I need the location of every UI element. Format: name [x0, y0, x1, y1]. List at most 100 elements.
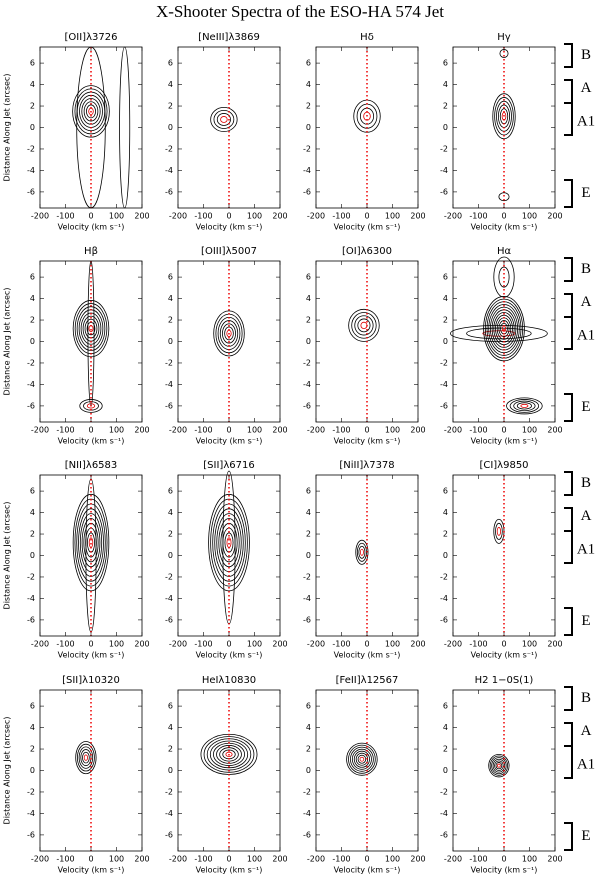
x-axis-label: Velocity (km s⁻¹)	[334, 651, 401, 660]
contour	[493, 312, 515, 346]
region-label: A	[581, 508, 592, 524]
x-tick-label: -100	[332, 426, 350, 435]
x-axis-label: Velocity (km s⁻¹)	[196, 223, 263, 232]
contour	[83, 101, 99, 122]
panel-title: [OI]λ6300	[342, 246, 392, 257]
y-tick-label: -4	[303, 380, 311, 389]
contour	[86, 104, 96, 119]
x-tick-label: -100	[56, 855, 74, 864]
contour	[496, 526, 501, 536]
x-tick-label: 0	[226, 426, 231, 435]
y-tick-label: 4	[168, 294, 173, 303]
x-tick-label: -200	[444, 212, 462, 221]
y-tick-label: -6	[440, 830, 448, 839]
contour	[218, 518, 240, 568]
contour	[359, 548, 364, 556]
x-tick-label: -100	[56, 426, 74, 435]
y-tick-label: 6	[306, 273, 311, 282]
region-bracket	[564, 102, 573, 136]
x-tick-label: 0	[226, 640, 231, 649]
x-tick-label: 100	[522, 212, 537, 221]
y-tick-label: 4	[306, 508, 311, 517]
y-tick-label: 0	[168, 551, 173, 560]
y-tick-label: 0	[30, 766, 35, 775]
panel-title: [OIII]λ5007	[201, 246, 257, 257]
panel-title: [NeIII]λ3869	[198, 32, 260, 43]
x-tick-label: 0	[364, 426, 369, 435]
x-tick-label: -200	[307, 855, 325, 864]
contour	[359, 756, 365, 762]
y-tick-label: -4	[27, 809, 35, 818]
x-tick-label: 100	[247, 855, 262, 864]
contour	[489, 755, 509, 776]
x-tick-label: -100	[332, 640, 350, 649]
contour	[353, 750, 370, 768]
x-axis-label: Velocity (km s⁻¹)	[471, 223, 538, 232]
y-tick-label: 2	[30, 316, 35, 325]
y-tick-label: 6	[168, 702, 173, 711]
y-tick-label: -2	[440, 787, 448, 796]
x-tick-label: 100	[247, 212, 262, 221]
y-tick-label: -4	[27, 594, 35, 603]
contour	[351, 312, 377, 339]
region-label: B	[581, 475, 591, 491]
y-tick-label: 6	[443, 702, 448, 711]
region-label: B	[581, 690, 591, 706]
y-tick-label: 0	[30, 551, 35, 560]
contour-group	[346, 742, 378, 776]
y-tick-label: 2	[30, 102, 35, 111]
contour	[346, 742, 378, 776]
contour	[348, 744, 376, 774]
y-tick-label: 2	[443, 102, 448, 111]
y-tick-label: -6	[303, 401, 311, 410]
contour	[488, 753, 510, 778]
x-tick-label: -100	[194, 855, 212, 864]
contour	[498, 266, 510, 288]
panel-title: [SII]λ10320	[62, 675, 120, 686]
x-axis-label: Velocity (km s⁻¹)	[334, 866, 401, 875]
x-tick-label: 200	[547, 212, 562, 221]
region-label: A1	[577, 756, 595, 772]
region-label: B	[581, 261, 591, 277]
y-tick-label: -6	[440, 401, 448, 410]
y-tick-label: -2	[440, 144, 448, 153]
x-axis-label: Velocity (km s⁻¹)	[58, 223, 125, 232]
contour	[75, 741, 97, 775]
contour	[119, 46, 131, 209]
x-tick-label: 0	[226, 212, 231, 221]
contour	[350, 746, 374, 772]
region-bracket	[564, 607, 573, 636]
contour	[483, 296, 525, 362]
panel-title: Hα	[497, 246, 512, 257]
y-tick-label: 2	[168, 745, 173, 754]
panel-title: H2 1−0S(1)	[475, 675, 534, 686]
y-tick-label: 6	[30, 273, 35, 282]
contour	[72, 300, 110, 358]
y-tick-label: 4	[30, 294, 35, 303]
y-tick-label: 0	[168, 123, 173, 132]
y-tick-label: 0	[443, 337, 448, 346]
y-tick-label: -2	[27, 144, 35, 153]
y-tick-label: -2	[303, 144, 311, 153]
y-tick-label: 4	[168, 508, 173, 517]
y-tick-label: 6	[443, 273, 448, 282]
y-tick-label: 2	[443, 530, 448, 539]
y-tick-label: 4	[443, 508, 448, 517]
region-label: A1	[577, 541, 595, 557]
contour	[498, 320, 510, 338]
contour	[498, 192, 510, 202]
y-tick-label: -4	[27, 380, 35, 389]
y-tick-label: -6	[27, 830, 35, 839]
contour	[509, 399, 540, 413]
region-label: E	[581, 828, 590, 844]
contour	[225, 751, 233, 758]
contour-group	[75, 741, 97, 775]
x-tick-label: 100	[522, 640, 537, 649]
contour	[520, 403, 529, 408]
contour-group	[488, 753, 510, 778]
panel-title: Hδ	[360, 32, 374, 43]
panel-title: [SII]λ6716	[203, 460, 254, 471]
y-tick-label: 2	[443, 316, 448, 325]
contour	[72, 493, 110, 592]
x-tick-label: 0	[501, 426, 506, 435]
